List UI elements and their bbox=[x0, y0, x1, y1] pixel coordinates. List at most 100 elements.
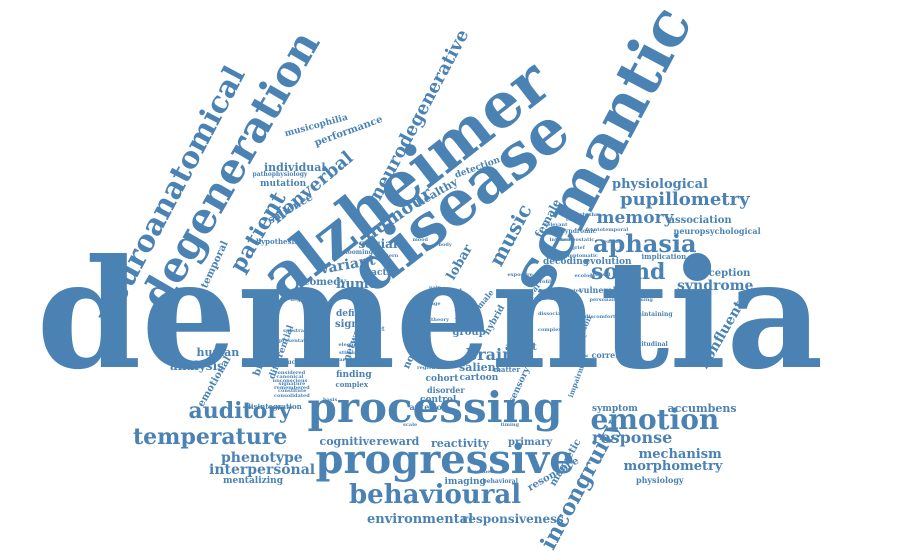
word-frontotemporal: frontotemporal bbox=[585, 226, 629, 233]
word-complex: complex bbox=[335, 379, 369, 389]
word-pattern: pattern bbox=[377, 252, 399, 259]
word-auditory: auditory bbox=[188, 398, 292, 424]
word-hypothesis: hypothesis bbox=[256, 236, 299, 246]
word-theory: theory bbox=[431, 316, 450, 323]
word-linking: linking bbox=[422, 226, 442, 233]
word-human: human bbox=[196, 345, 240, 359]
word-structural: structural bbox=[278, 359, 312, 366]
word-primary: primary bbox=[508, 437, 553, 448]
word-discomfort: discomfort bbox=[585, 313, 616, 320]
word-sound: sound bbox=[591, 259, 666, 285]
word-cortex: cortex bbox=[566, 216, 584, 223]
word-representation: representation bbox=[273, 337, 315, 344]
word-physiological: physiological bbox=[612, 176, 708, 192]
word-pain: pain bbox=[454, 305, 482, 319]
word-evolution: evolution bbox=[584, 256, 632, 267]
word-correlate: correlate bbox=[591, 350, 633, 360]
word-timing: timing bbox=[500, 421, 520, 428]
word-ventral: ventral bbox=[601, 238, 621, 245]
word-region: region bbox=[417, 364, 436, 371]
word-affect: affect bbox=[505, 342, 537, 353]
word-relevant: relevant bbox=[544, 221, 568, 228]
word-vulnerable: vulnerable bbox=[579, 285, 627, 295]
word-pathophysiology: pathophysiology bbox=[252, 171, 308, 178]
word-deficit: deficit bbox=[336, 308, 368, 319]
word-disorder: disorder bbox=[427, 385, 465, 395]
word-elegant: elegant bbox=[338, 341, 360, 348]
word-progressive: progressive bbox=[315, 436, 575, 483]
word-intense: intense bbox=[549, 236, 571, 243]
word-implication: implication bbox=[641, 251, 687, 261]
word-physiology: physiology bbox=[636, 475, 684, 485]
word-comedy: comedy bbox=[303, 277, 347, 288]
word-aphasia: aphasia bbox=[593, 229, 697, 258]
word-emotion: emotion bbox=[590, 403, 720, 436]
word-looming: looming bbox=[345, 249, 373, 256]
word-arousal: arousal bbox=[589, 271, 611, 278]
word-image: image bbox=[423, 300, 441, 307]
word-signal: signal bbox=[335, 319, 369, 330]
word-cognitive: cognitive bbox=[319, 434, 377, 448]
word-processing: processing bbox=[307, 383, 563, 432]
word-consolidated: consolidated bbox=[274, 392, 310, 399]
word-reward: reward bbox=[376, 434, 420, 448]
word-pupillometry: pupillometry bbox=[620, 189, 750, 210]
word-matter: matter bbox=[493, 364, 521, 374]
word-behavioral: behavioral bbox=[482, 478, 518, 485]
word-stimuli: stimuli bbox=[339, 349, 359, 356]
word-mentalizing: mentalizing bbox=[223, 475, 283, 486]
word-environmental: environmental bbox=[367, 511, 474, 527]
word-canonical: canonical bbox=[276, 373, 304, 380]
word-perception: perception bbox=[690, 268, 751, 279]
word-rhythm: rhythm bbox=[580, 211, 601, 218]
word-group: group bbox=[452, 327, 486, 338]
word-tactile: tactile bbox=[367, 267, 400, 278]
word-accumbens: accumbens bbox=[667, 401, 737, 415]
word-remembered: remembered bbox=[274, 384, 310, 391]
word-scanning: scanning bbox=[627, 296, 653, 303]
word-signature: signature bbox=[278, 380, 306, 387]
word-finding: finding bbox=[336, 369, 372, 380]
word-morphometry: morphometry bbox=[623, 458, 723, 474]
word-responsiveness: responsiveness bbox=[462, 512, 564, 526]
word-salient: salient bbox=[459, 360, 501, 374]
word-personality: personality bbox=[589, 296, 621, 303]
word-deficits: deficits bbox=[616, 321, 637, 328]
word-brain: brain bbox=[466, 345, 514, 364]
word-grief: grief bbox=[571, 244, 585, 251]
word-response: response bbox=[592, 428, 673, 447]
word-syndromic: syndromic bbox=[561, 228, 597, 235]
word-humor: humor bbox=[336, 276, 385, 292]
word-chapter: chapter bbox=[560, 287, 582, 294]
word-control: control bbox=[420, 394, 457, 405]
word-disintegration: disintegration bbox=[246, 401, 302, 411]
word-dissociation: dissociation bbox=[538, 310, 572, 317]
word-cohort: cohort bbox=[425, 373, 459, 384]
word-longitudinal: longitudinal bbox=[626, 341, 668, 348]
word-dementia: dementia bbox=[36, 227, 824, 403]
word-syndrome: syndrome bbox=[677, 278, 754, 294]
word-imaging: imaging bbox=[444, 476, 486, 487]
word-profile: profile bbox=[536, 278, 555, 285]
word-abstract: abstract bbox=[357, 326, 385, 333]
word-substrate: substrate bbox=[283, 327, 310, 334]
word-anterior: anterior bbox=[409, 402, 447, 412]
word-interpersonal: interpersonal bbox=[209, 462, 316, 478]
word-unconscious: unconscious bbox=[272, 377, 308, 384]
word-mood: mood bbox=[412, 236, 428, 243]
word-social: social bbox=[358, 237, 398, 251]
word-neuropsychological: neuropsychological bbox=[673, 226, 761, 236]
word-association: association bbox=[668, 215, 732, 226]
word-self: self bbox=[455, 315, 480, 329]
word-maintaining: maintaining bbox=[631, 311, 673, 318]
word-synthetic: synthetic bbox=[472, 468, 498, 475]
word-individual: individual bbox=[264, 160, 326, 174]
word-phenotype: phenotype bbox=[221, 450, 303, 466]
word-ecology: ecology bbox=[574, 272, 596, 279]
word-voxel: voxel bbox=[442, 286, 463, 296]
word-memory: memory bbox=[596, 207, 674, 228]
word-decoding: decoding bbox=[543, 256, 590, 267]
word-reactivity: reactivity bbox=[431, 436, 489, 450]
word-analysis: analysis bbox=[170, 359, 224, 373]
